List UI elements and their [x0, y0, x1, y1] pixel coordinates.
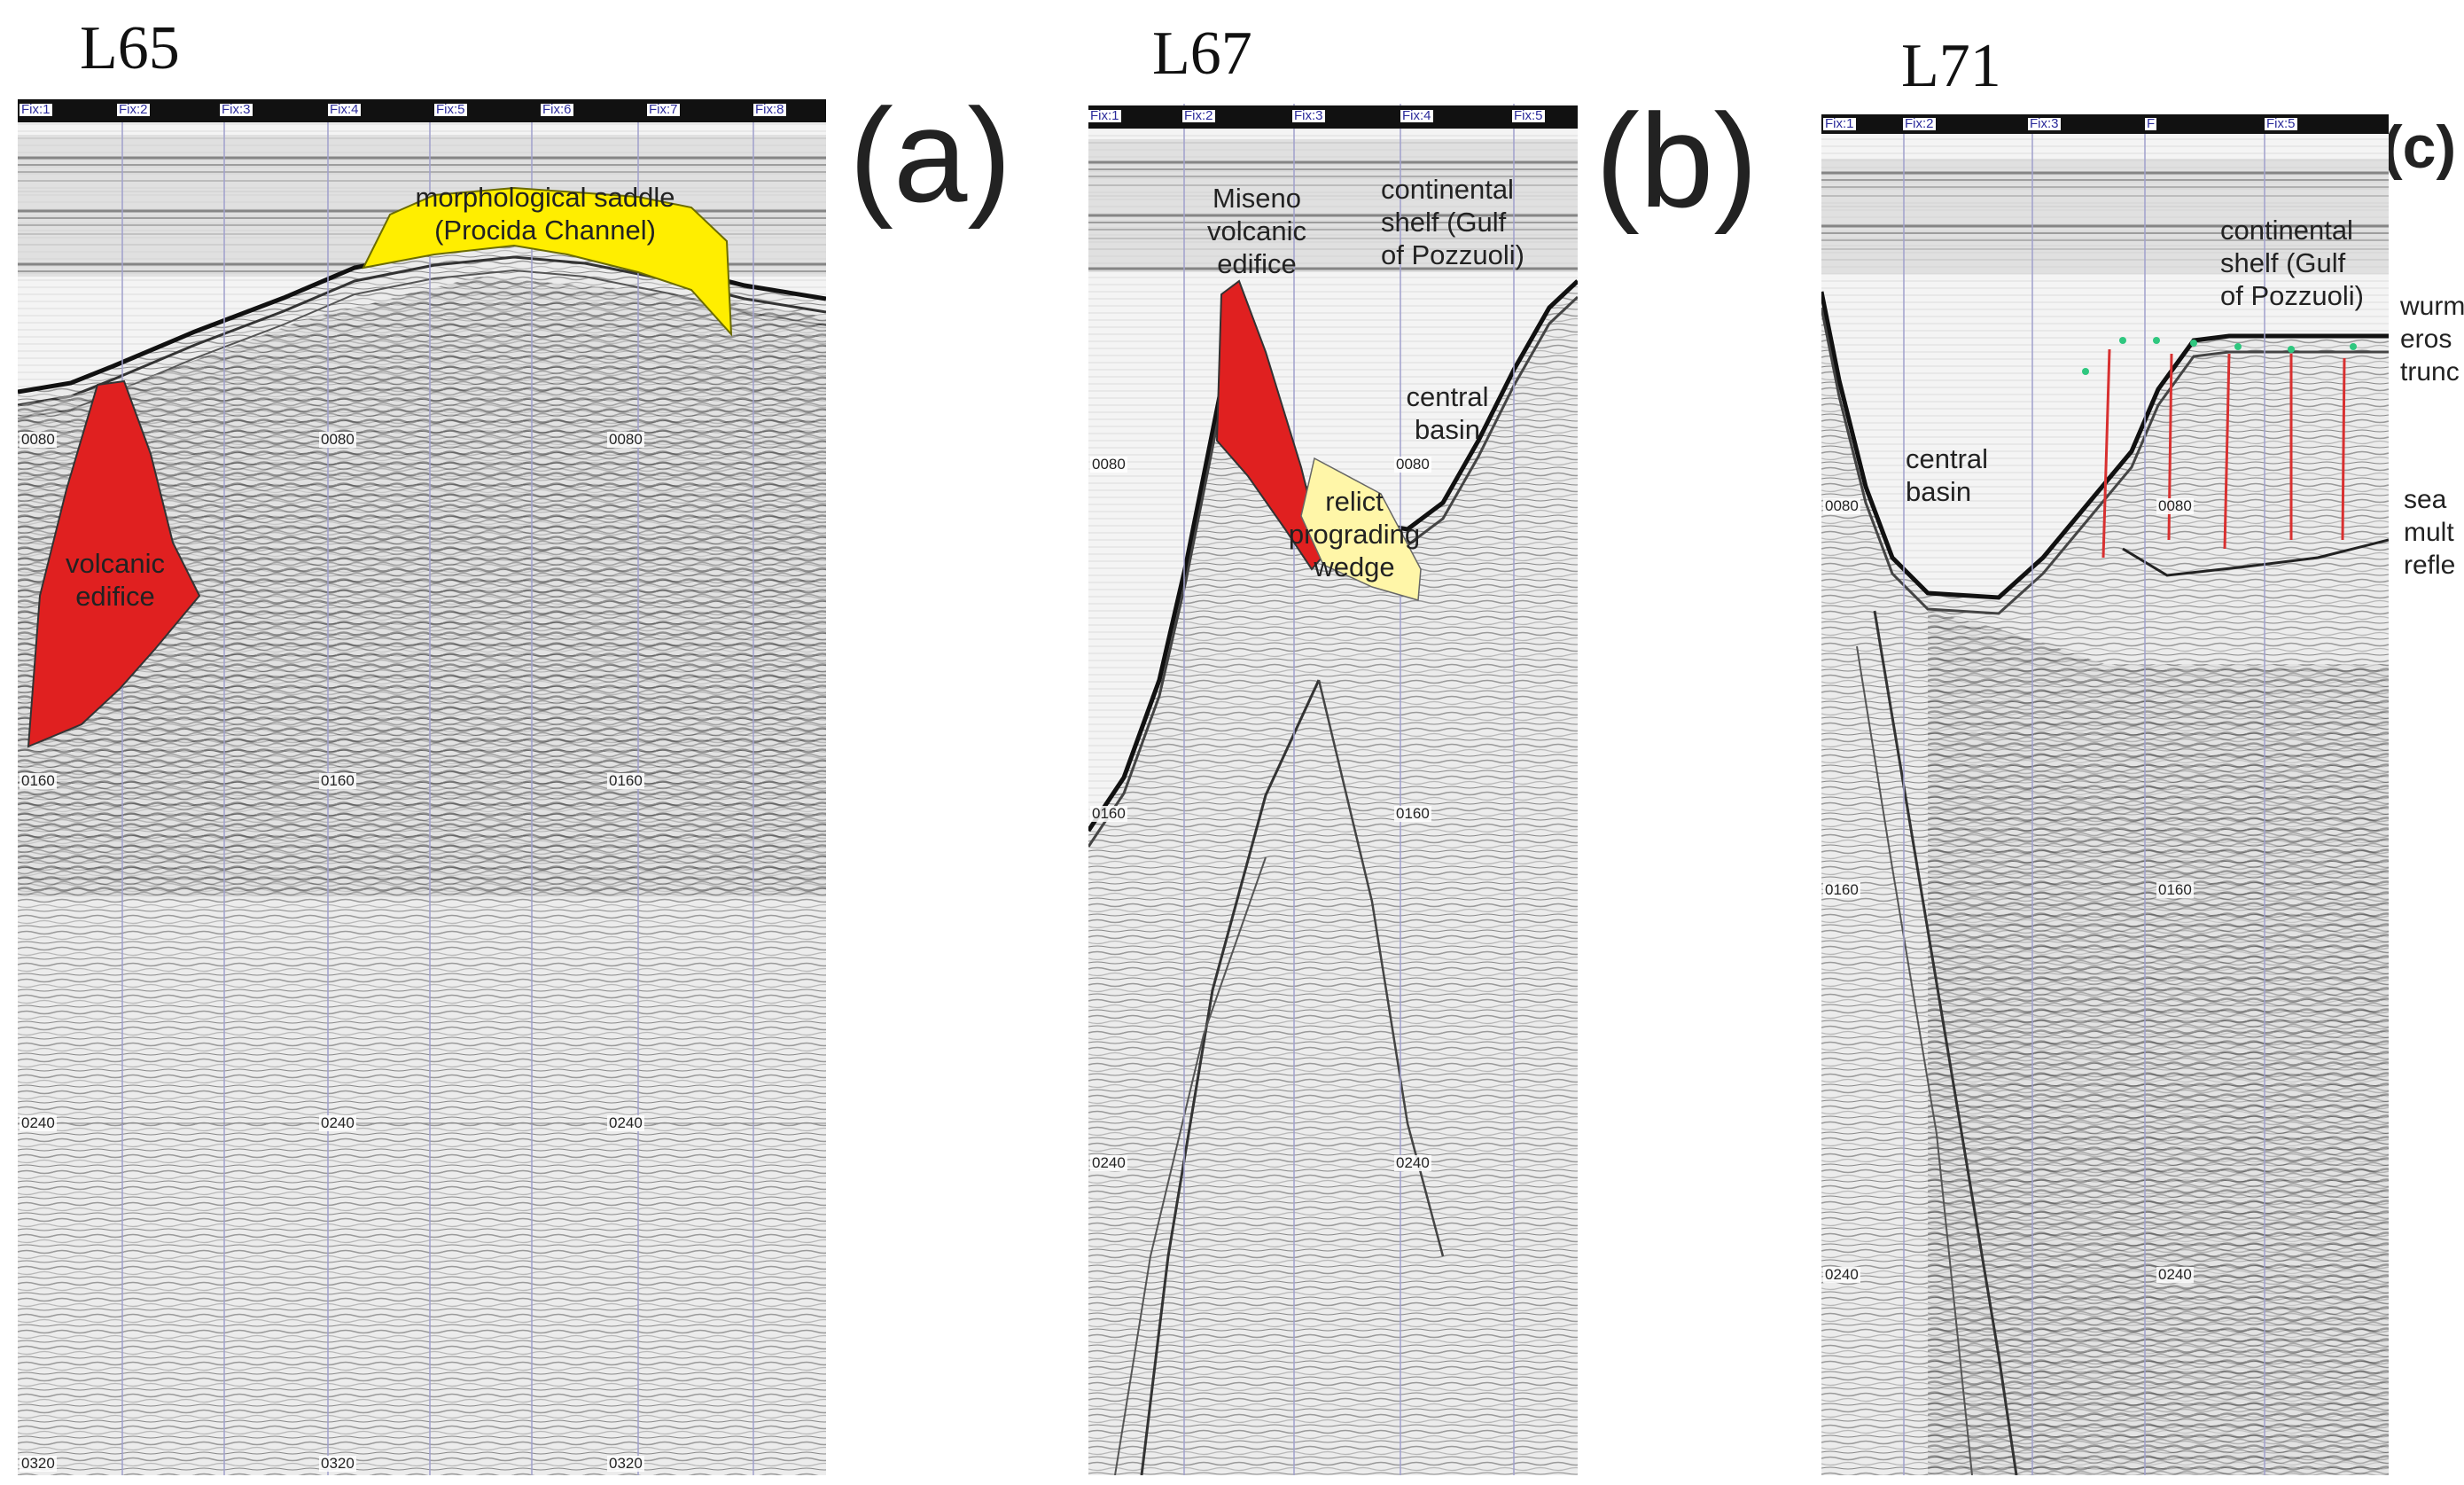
fix-label-b1: Fix:1: [1088, 108, 1121, 123]
miseno-label-line3: edifice: [1217, 248, 1297, 279]
panel-letter-a: (a): [849, 81, 1012, 230]
fix-label-c1: Fix:1: [1823, 116, 1856, 131]
sea-multiple-label: sea mult refle: [2404, 483, 2455, 582]
basin-label-b-line2: basin: [1414, 414, 1481, 445]
wedge-label: relict prograding wedge: [1261, 485, 1447, 583]
basin-label-c: central basin: [1906, 442, 1988, 508]
panel-letter-b: (b): [1595, 86, 1758, 235]
depth-label-b-0240-mid: 0240: [1394, 1154, 1431, 1171]
shelf-label-b-line1: continental: [1381, 174, 1514, 205]
fix-label-c3: Fix:3: [2028, 116, 2061, 131]
procida-saddle-fill: [362, 186, 733, 337]
depth-label-a-0080-mid: 0080: [319, 431, 356, 448]
sea-label-line3: refle: [2404, 551, 2456, 580]
fix-label-c4: F: [2145, 116, 2157, 131]
fix-bar-a: [18, 99, 826, 122]
sea-label-line2: mult: [2404, 518, 2454, 547]
shelf-label-b: continental shelf (Gulf of Pozzuoli): [1381, 173, 1524, 271]
depth-label-a-0080-left: 0080: [19, 431, 57, 448]
depth-label-b-0160-left: 0160: [1090, 805, 1127, 822]
wedge-label-line3: wedge: [1314, 551, 1395, 582]
fix-label-a5: Fix:5: [434, 102, 467, 117]
seismic-section-a: [18, 99, 826, 1475]
wedge-label-line1: relict: [1325, 486, 1384, 517]
fix-label-a4: Fix:4: [328, 102, 361, 117]
sea-label-line1: sea: [2404, 485, 2447, 514]
fix-bar-b: [1088, 106, 1578, 129]
line-title-l71: L71: [1901, 32, 2001, 100]
depth-label-a-0240-left: 0240: [19, 1114, 57, 1131]
fix-label-a7: Fix:7: [647, 102, 680, 117]
wedge-label-line2: prograding: [1288, 519, 1421, 550]
depth-label-a-0320-right: 0320: [607, 1455, 644, 1472]
shelf-label-b-line2: shelf (Gulf: [1381, 207, 1507, 238]
seismic-profile-a: Fix:1 Fix:2 Fix:3 Fix:4 Fix:5 Fix:6 Fix:…: [18, 99, 826, 1475]
saddle-label-line2: (Procida Channel): [434, 215, 656, 246]
line-title-l65: L65: [80, 14, 180, 82]
prograding-wedge-fill: [1300, 457, 1422, 601]
basin-label-c-line1: central: [1906, 443, 1989, 474]
fix-label-a2: Fix:2: [117, 102, 150, 117]
depth-label-a-0320-left: 0320: [19, 1455, 57, 1472]
depth-label-a-0160-right: 0160: [607, 772, 644, 789]
miseno-label-line1: Miseno: [1213, 183, 1301, 214]
miseno-label-line2: volcanic: [1207, 215, 1306, 246]
basin-label-b-line1: central: [1406, 381, 1489, 412]
fix-label-a8: Fix:8: [753, 102, 786, 117]
truncation-dots: [2082, 337, 2357, 375]
seismic-profile-b: Fix:1 Fix:2 Fix:3 Fix:4 Fix:5 0080 0080 …: [1088, 104, 1578, 1475]
fix-label-a1: Fix:1: [19, 102, 52, 117]
depth-label-b-0160-mid: 0160: [1394, 805, 1431, 822]
line-title-l67: L67: [1152, 20, 1252, 88]
volcanic-label-line1: volcanic: [66, 548, 165, 579]
fix-bar-c: [1821, 114, 2389, 134]
depth-label-a-0160-left: 0160: [19, 772, 57, 789]
depth-label-c-0240-mid: 0240: [2156, 1266, 2194, 1283]
wurm-label-line2: eros: [2400, 324, 2452, 354]
shelf-label-c-line3: of Pozzuoli): [2220, 280, 2364, 311]
depth-label-a-0240-right: 0240: [607, 1114, 644, 1131]
depth-label-b-0080-mid: 0080: [1394, 456, 1431, 473]
depth-label-b-0240-left: 0240: [1090, 1154, 1127, 1171]
shelf-label-c: continental shelf (Gulf of Pozzuoli): [2220, 214, 2364, 312]
seismic-section-c: [1821, 114, 2389, 1475]
fix-label-b3: Fix:3: [1292, 108, 1325, 123]
depth-label-a-0160-mid: 0160: [319, 772, 356, 789]
shelf-label-b-line3: of Pozzuoli): [1381, 239, 1524, 270]
basin-label-b: central basin: [1394, 380, 1501, 446]
fix-label-b5: Fix:5: [1512, 108, 1545, 123]
seismic-profile-c: Fix:1 Fix:2 Fix:3 F Fix:5 0080 0080 0160…: [1821, 114, 2389, 1475]
wurm-truncation-label: wurm eros trunc: [2400, 290, 2464, 388]
miseno-label: Miseno volcanic edifice: [1181, 182, 1332, 280]
depth-label-c-0080-mid: 0080: [2156, 497, 2194, 514]
panel-letter-c: (c): [2382, 113, 2457, 181]
depth-label-a-0080-right: 0080: [607, 431, 644, 448]
basin-label-c-line2: basin: [1906, 476, 1972, 507]
seismic-section-b: [1088, 104, 1578, 1475]
depth-label-a-0240-mid: 0240: [319, 1114, 356, 1131]
depth-label-c-0160-mid: 0160: [2156, 881, 2194, 898]
shelf-label-c-line2: shelf (Gulf: [2220, 247, 2346, 278]
depth-label-b-0080-left: 0080: [1090, 456, 1127, 473]
sea-multiple-reflector: [2122, 538, 2389, 577]
fix-label-b2: Fix:2: [1182, 108, 1215, 123]
miseno-edifice-fill: [1215, 279, 1325, 571]
volcanic-edifice-label: volcanic edifice: [44, 547, 186, 613]
wurm-label-line3: trunc: [2400, 357, 2460, 387]
depth-label-a-0320-mid: 0320: [319, 1455, 356, 1472]
depth-label-c-0240-left: 0240: [1823, 1266, 1860, 1283]
fix-label-c5: Fix:5: [2265, 116, 2297, 131]
depth-label-c-0080-left: 0080: [1823, 497, 1860, 514]
saddle-label: morphological saddle (Procida Channel): [355, 181, 736, 246]
fix-label-a6: Fix:6: [541, 102, 573, 117]
wurm-label-line1: wurm: [2400, 292, 2464, 321]
volcanic-edifice-fill: [27, 379, 201, 748]
shelf-label-c-line1: continental: [2220, 215, 2353, 246]
depth-label-c-0160-left: 0160: [1823, 881, 1860, 898]
fix-label-b4: Fix:4: [1400, 108, 1433, 123]
volcanic-label-line2: edifice: [75, 581, 155, 612]
fix-label-a3: Fix:3: [220, 102, 253, 117]
fix-label-c2: Fix:2: [1903, 116, 1936, 131]
saddle-label-line1: morphological saddle: [415, 182, 675, 213]
